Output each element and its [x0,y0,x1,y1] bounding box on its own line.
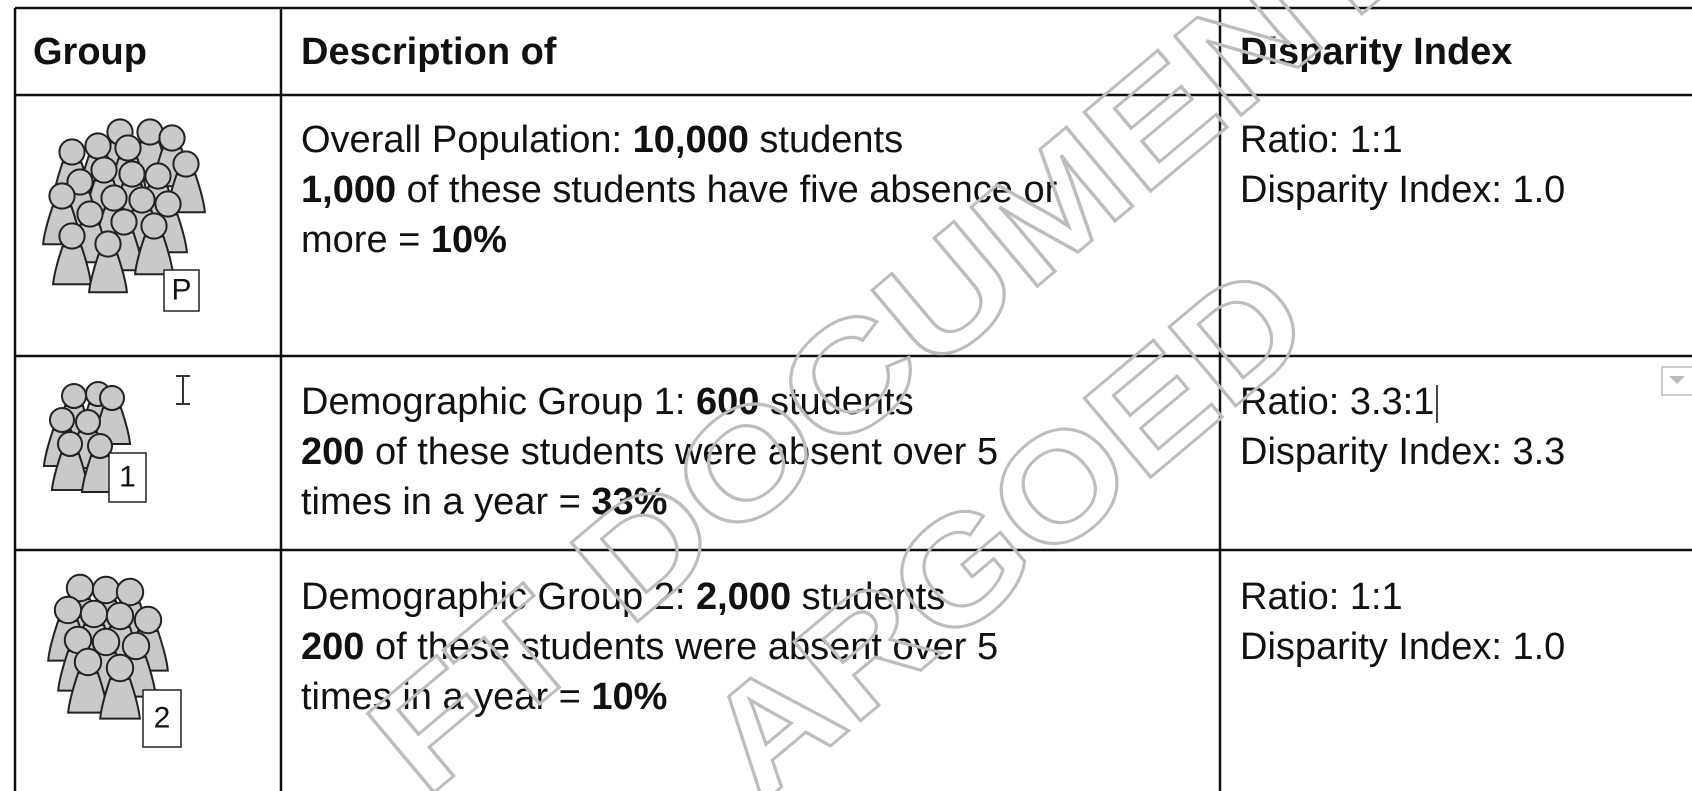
disparity-line: Disparity Index: 1.0 [1240,165,1565,215]
document-page: P 1 2 Group Description of Disparity Index Ov… [0,0,1692,791]
bold-text: 10,000 [633,119,749,161]
header-cell: Disparity Index [1240,27,1512,77]
description-line: 200 of these students were absent over 5 [301,427,998,477]
text-caret [1436,385,1438,423]
person-head [93,577,119,603]
text: Demographic Group 2: [301,576,696,618]
person-head [49,183,74,208]
description-line: Demographic Group 1: 600 students [301,377,998,427]
person-head [59,223,84,248]
text: times in a year = [301,676,591,718]
text: of these students were absent over 5 [364,431,998,473]
icon-badge-label: 2 [154,701,171,734]
disparity-line: Ratio: 3.3:1 [1240,377,1565,427]
text: of these students have five absence or [396,169,1057,211]
person-head [100,386,124,410]
text: students [759,381,913,423]
person-head [117,579,143,605]
person-head [76,410,100,434]
person-head [58,432,82,456]
text: times in a year = [301,481,591,523]
person-head [50,408,74,432]
person-head [91,157,116,182]
person-head [62,384,86,408]
icon-badge-label: 1 [119,460,136,493]
person-head [81,601,107,627]
bold-text: 33% [591,481,667,523]
person-head [85,133,110,158]
description-line: times in a year = 33% [301,477,998,527]
person-head [115,135,140,160]
dropdown-handle[interactable] [1662,367,1692,395]
bold-text: 200 [301,626,364,668]
bold-text: 10% [591,676,667,718]
header-cell: Description of [301,27,556,77]
person-head [119,161,144,186]
person-head [55,597,81,623]
text: Demographic Group 1: [301,381,696,423]
mouse-cursor [176,376,190,404]
person-head [77,201,102,226]
group-icon: 1 [44,382,146,502]
description-line: Demographic Group 2: 2,000 students [301,572,998,622]
group-icon: P [43,119,205,311]
bold-text: 10% [431,219,507,261]
person-head [59,139,84,164]
group-icons: P 1 2 [43,119,205,747]
person-head [173,151,198,176]
description-line: 1,000 of these students have five absenc… [301,165,1057,215]
icon-badge-label: P [171,273,191,306]
description-line: Overall Population: 10,000 students [301,115,1057,165]
bold-text: 1,000 [301,169,396,211]
person-head [107,655,133,681]
person-head [141,213,166,238]
person-head [123,633,149,659]
disparity-line: Ratio: 1:1 [1240,572,1565,622]
bold-text: 600 [696,381,759,423]
header-cell: Group [33,27,147,77]
person-head [75,649,101,675]
description-line: times in a year = 10% [301,672,998,722]
text: Overall Population: [301,119,633,161]
text: more = [301,219,431,261]
person-head [129,187,154,212]
person-head [107,603,133,629]
bold-text: 200 [301,431,364,473]
person-head [95,231,120,256]
description-line: more = 10% [301,215,1057,265]
text: students [749,119,903,161]
group-icon: 2 [48,575,181,747]
person-head [111,209,136,234]
person-head [159,125,184,150]
person-head [135,607,161,633]
disparity-line: Disparity Index: 3.3 [1240,427,1565,477]
person-head [145,163,170,188]
text: students [791,576,945,618]
description-line: 200 of these students were absent over 5 [301,622,998,672]
person-head [101,185,126,210]
disparity-line: Disparity Index: 1.0 [1240,622,1565,672]
disparity-line: Ratio: 1:1 [1240,115,1565,165]
text: of these students were absent over 5 [364,626,998,668]
person-head [155,191,180,216]
bold-text: 2,000 [696,576,791,618]
